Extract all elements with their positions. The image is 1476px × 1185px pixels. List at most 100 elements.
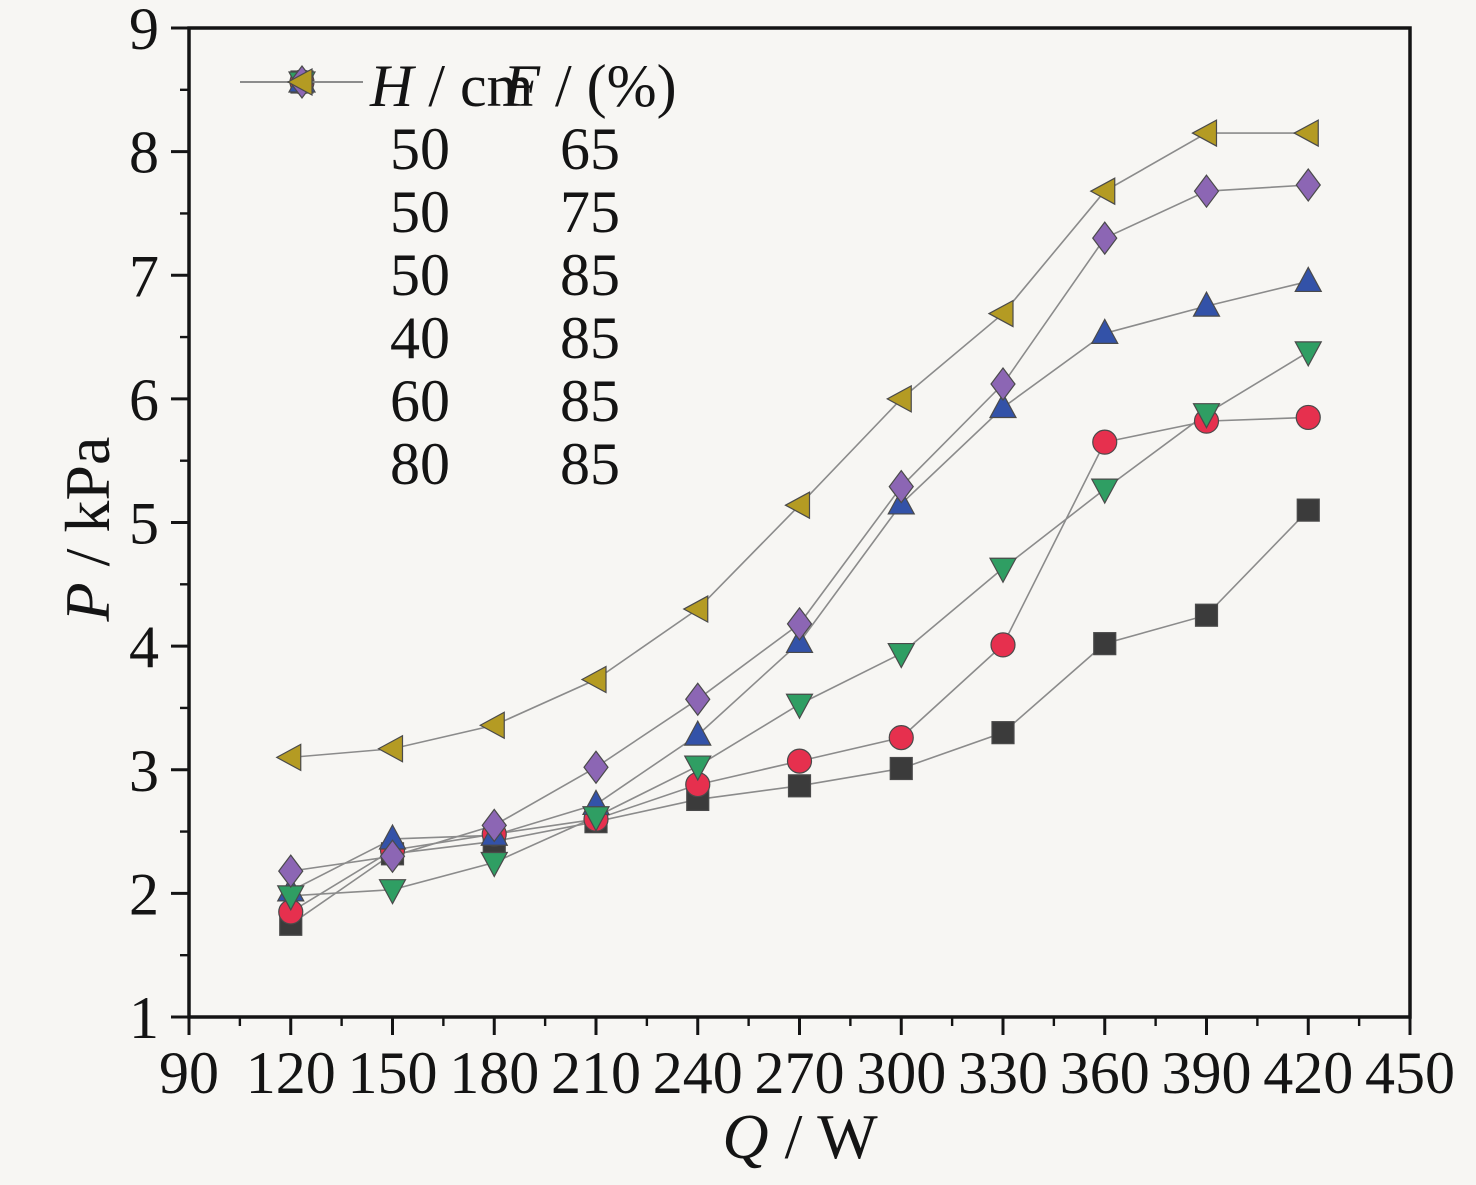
x-tick-label: 240 [653, 1040, 743, 1106]
y-tick-label: 8 [129, 120, 159, 186]
legend-h-value: 40 [390, 305, 450, 371]
data-point-triangle-left [1292, 119, 1319, 148]
legend-swatch [238, 65, 370, 430]
data-point-triangle-left [885, 384, 912, 413]
legend-header: H / cm F / (%) [238, 52, 710, 119]
x-tick-label: 390 [1162, 1040, 1252, 1106]
data-point-circle [888, 725, 914, 751]
legend-row: 40 85 [238, 71, 710, 371]
data-point-triangle-left [478, 711, 505, 740]
data-point-circle [786, 748, 813, 774]
data-point-triangle-down [480, 851, 509, 878]
legend-h-value: 60 [390, 368, 450, 434]
legend-f-value: 65 [560, 116, 620, 182]
data-point-triangle-down [1090, 478, 1119, 505]
data-point-triangle-left [580, 665, 607, 694]
data-point-triangle-left [784, 491, 811, 520]
x-tick-label: 450 [1365, 1040, 1455, 1106]
data-point-diamond [685, 682, 711, 717]
x-axis-variable: Q [722, 1101, 769, 1172]
legend-h-value: 50 [390, 179, 450, 245]
legend-row: 50 65 [238, 70, 710, 182]
data-point-triangle-down [581, 806, 611, 832]
y-axis-title: P / kPa [51, 379, 125, 679]
x-axis-separator: / [768, 1101, 818, 1172]
legend-f-value: 85 [560, 305, 620, 371]
data-point-diamond [1295, 168, 1321, 203]
data-point-triangle-down [887, 642, 916, 669]
data-point-triangle-down [785, 693, 814, 720]
data-point-triangle-down [1294, 341, 1323, 368]
x-tick-label: 150 [348, 1040, 438, 1106]
legend-f-value: 85 [560, 242, 620, 308]
x-tick-label: 420 [1263, 1040, 1353, 1106]
x-tick-label: 360 [1060, 1040, 1150, 1106]
data-point-triangle-left [275, 743, 302, 772]
legend-header-f: F / (%) [503, 52, 677, 119]
x-tick-label: 180 [449, 1040, 539, 1106]
data-point-triangle-up [1294, 266, 1323, 293]
data-point-diamond [1092, 221, 1118, 256]
data-point-diamond [888, 469, 914, 504]
legend-f-value: 75 [560, 179, 620, 245]
data-point-triangle-left [987, 299, 1014, 328]
data-point-diamond [278, 854, 304, 889]
data-point-circle [1295, 404, 1321, 431]
legend-f-value: 85 [560, 431, 620, 497]
data-point-diamond [990, 367, 1016, 402]
data-point-diamond [379, 839, 406, 874]
data-point-triangle-down [988, 557, 1018, 584]
y-axis-variable: P [52, 582, 123, 622]
y-axis-unit: kPa [52, 436, 123, 533]
legend-h-value: 80 [390, 431, 450, 497]
data-point-triangle-down [378, 879, 407, 905]
x-tick-label: 210 [551, 1040, 641, 1106]
x-axis-title: Q / W [620, 1100, 980, 1174]
y-tick-label: 1 [129, 985, 159, 1051]
legend-swatch [238, 71, 370, 367]
data-point-square [1194, 603, 1219, 627]
legend-row: 50 75 [238, 69, 710, 245]
legend-swatch [238, 69, 370, 241]
y-tick-label: 5 [129, 491, 159, 557]
legend: H / cm F / (%) 50 65 50 75 50 85 40 85 60 85 80 85 [238, 52, 710, 497]
data-point-diamond [583, 750, 609, 785]
data-point-diamond [1193, 174, 1220, 209]
data-point-square [1093, 632, 1117, 656]
legend-row: 50 85 [238, 66, 710, 308]
data-point-triangle-up [683, 719, 712, 746]
data-point-triangle-left [682, 595, 709, 624]
data-point-triangle-down [683, 755, 712, 782]
data-point-diamond [786, 606, 813, 641]
y-tick-label: 3 [129, 738, 159, 804]
x-tick-label: 300 [856, 1040, 946, 1106]
data-point-triangle-left [1191, 119, 1218, 148]
x-tick-label: 90 [159, 1040, 219, 1106]
legend-h-value: 50 [390, 116, 450, 182]
x-tick-label: 330 [958, 1040, 1048, 1106]
data-point-diamond [481, 808, 507, 843]
y-tick-label: 4 [129, 614, 159, 680]
data-point-triangle-left [286, 67, 313, 97]
x-tick-label: 270 [755, 1040, 845, 1106]
legend-swatch [238, 67, 370, 493]
data-point-triangle-left [1089, 177, 1116, 206]
data-point-square [889, 756, 913, 781]
data-point-square [787, 774, 812, 798]
legend-swatch [238, 66, 370, 304]
legend-h-value: 50 [390, 242, 450, 308]
y-tick-label: 7 [129, 243, 159, 309]
x-tick-label: 120 [246, 1040, 336, 1106]
data-point-triangle-down [1192, 403, 1221, 429]
series-markers [275, 119, 1319, 772]
legend-row: 80 85 [238, 67, 710, 497]
x-axis-unit: W [817, 1101, 878, 1172]
data-point-square [991, 721, 1015, 745]
series-markers [278, 168, 1321, 889]
series-markers [276, 341, 1323, 912]
data-point-square [1296, 498, 1320, 522]
data-point-triangle-up [988, 392, 1018, 419]
legend-header-h: H / cm [370, 52, 534, 119]
